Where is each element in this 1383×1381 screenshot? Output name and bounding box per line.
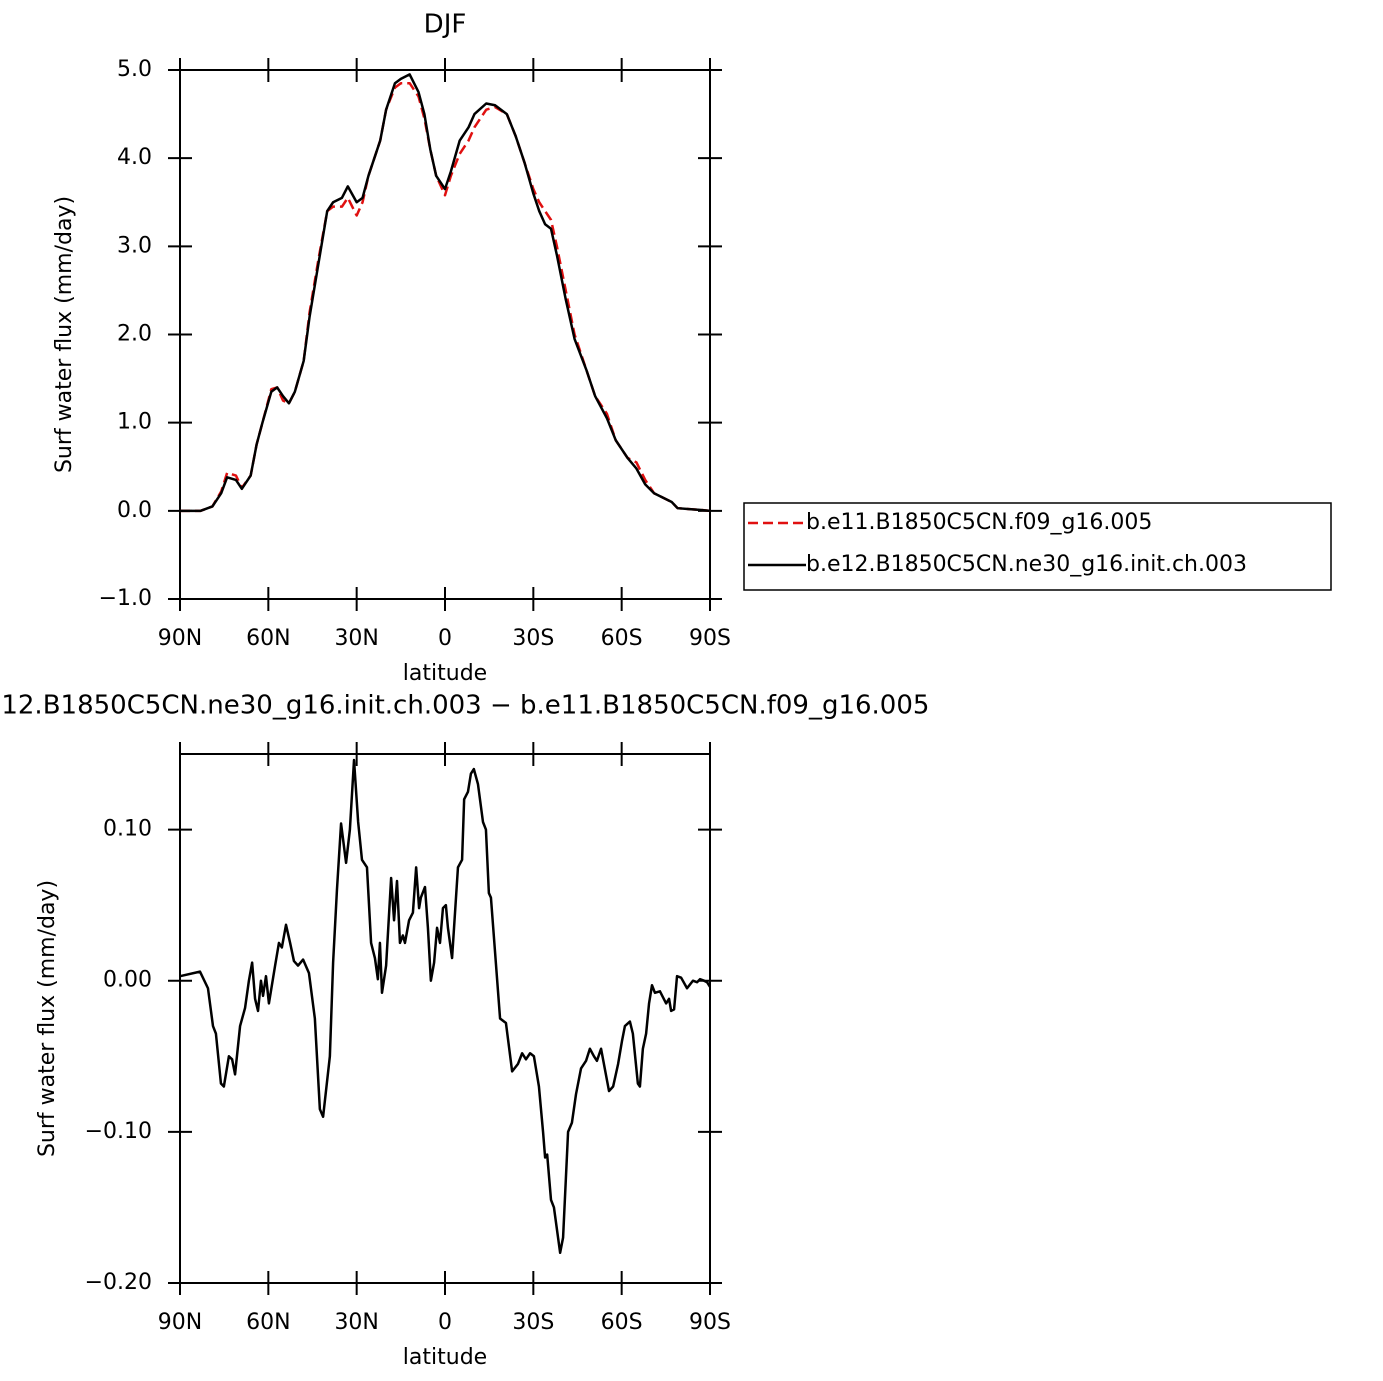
data-line bbox=[180, 81, 711, 513]
data-line bbox=[180, 73, 711, 513]
legend-box bbox=[743, 502, 1332, 591]
y-tick-label: −1.0 bbox=[99, 586, 152, 611]
x-axis-label: latitude bbox=[403, 1345, 487, 1370]
x-axis-label: latitude bbox=[403, 661, 487, 686]
x-tick-label: 0 bbox=[438, 626, 452, 651]
y-axis-label: Surf water flux (mm/day) bbox=[52, 196, 77, 473]
x-tick-label: 30S bbox=[512, 626, 554, 651]
y-tick-label: 3.0 bbox=[117, 233, 152, 258]
y-tick-label: 2.0 bbox=[117, 322, 152, 347]
x-tick-label: 60S bbox=[601, 1310, 643, 1335]
x-tick-label: 30S bbox=[512, 1310, 554, 1335]
y-axis-label: Surf water flux (mm/day) bbox=[35, 880, 60, 1157]
x-tick-label: 90N bbox=[158, 1310, 202, 1335]
y-tick-label: −0.20 bbox=[85, 1270, 152, 1295]
y-tick-label: 0.10 bbox=[103, 817, 152, 842]
x-tick-label: 90S bbox=[689, 626, 731, 651]
plot-frame bbox=[179, 753, 711, 1284]
y-tick-label: 0.0 bbox=[117, 498, 152, 523]
x-tick-label: 30N bbox=[334, 1310, 378, 1335]
chart-title: b.e12.B1850C5CN.ne30_g16.init.ch.003 − b… bbox=[0, 691, 929, 721]
x-tick-label: 60N bbox=[246, 1310, 290, 1335]
y-tick-label: 0.00 bbox=[103, 968, 152, 993]
chart-title: DJF bbox=[424, 10, 467, 40]
x-tick-label: 60N bbox=[246, 626, 290, 651]
data-line bbox=[179, 758, 712, 1255]
x-tick-label: 60S bbox=[601, 626, 643, 651]
y-tick-label: 1.0 bbox=[117, 410, 152, 435]
plot-frame bbox=[179, 69, 711, 600]
y-tick-label: 5.0 bbox=[117, 57, 152, 82]
legend-label: b.e11.B1850C5CN.f09_g16.005 bbox=[806, 510, 1152, 535]
x-tick-label: 90N bbox=[158, 626, 202, 651]
legend-label: b.e12.B1850C5CN.ne30_g16.init.ch.003 bbox=[806, 552, 1247, 577]
x-tick-label: 0 bbox=[438, 1310, 452, 1335]
x-tick-label: 30N bbox=[334, 626, 378, 651]
y-tick-label: −0.10 bbox=[85, 1119, 152, 1144]
y-tick-label: 4.0 bbox=[117, 145, 152, 170]
x-tick-label: 90S bbox=[689, 1310, 731, 1335]
